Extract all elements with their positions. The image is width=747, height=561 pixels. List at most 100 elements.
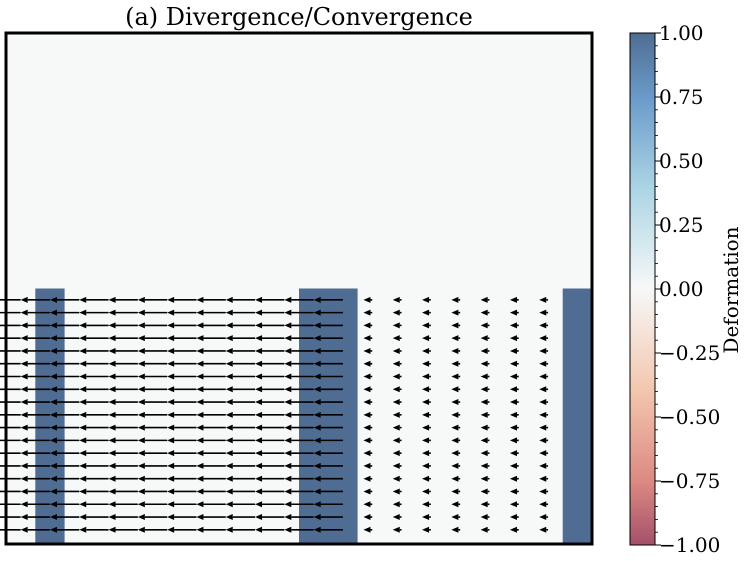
quiver-arrow — [313, 360, 343, 367]
quiver-arrow — [313, 437, 343, 444]
quiver-arrow — [451, 335, 461, 342]
quiver-arrow — [255, 437, 285, 444]
quiver-arrow — [422, 450, 431, 457]
quiver-arrow — [392, 360, 402, 367]
quiver-arrow — [79, 335, 109, 342]
quiver-arrow — [284, 399, 314, 406]
quiver-arrow — [167, 399, 197, 406]
quiver-arrow — [480, 450, 490, 457]
quiver-arrow — [363, 501, 373, 508]
quiver-arrow — [167, 373, 197, 380]
quiver-arrow — [255, 462, 285, 469]
quiver-arrow — [196, 514, 226, 521]
quiver-arrow — [167, 462, 197, 469]
quiver-arrow — [392, 335, 402, 342]
quiver-arrow — [509, 322, 519, 329]
quiver-arrow — [0, 503, 21, 506]
colorbar: 1.00 0.75 0.50 0.25 0.00 −0.25 −0.50 −0.75 −1.00… — [629, 21, 743, 557]
quiver-arrow — [196, 450, 226, 457]
quiver-arrow — [167, 386, 197, 393]
quiver-arrow — [167, 437, 197, 444]
quiver-arrow — [539, 526, 549, 533]
quiver-arrow — [509, 347, 519, 354]
quiver-arrow — [108, 475, 138, 482]
quiver-arrow — [49, 437, 80, 444]
quiver-arrow — [79, 322, 109, 329]
quiver-arrow — [167, 411, 197, 418]
quiver-arrow — [108, 437, 138, 444]
quiver-arrow — [255, 526, 285, 533]
quiver-arrow — [20, 488, 50, 495]
quiver-arrow — [225, 488, 256, 495]
quiver-arrow — [137, 296, 168, 303]
quiver-arrow — [20, 411, 50, 418]
quiver-arrow — [363, 488, 373, 495]
quiver-arrow — [20, 309, 50, 316]
quiver-arrow — [196, 411, 226, 418]
quiver-arrow — [20, 399, 50, 406]
quiver-arrow — [79, 296, 109, 303]
quiver-arrow — [196, 437, 226, 444]
quiver-arrow — [480, 335, 490, 342]
quiver-arrow — [480, 501, 490, 508]
quiver-arrow — [0, 529, 21, 531]
quiver-arrow — [451, 526, 461, 533]
quiver-arrow — [509, 309, 519, 316]
quiver-arrow — [313, 450, 343, 457]
quiver-arrow — [451, 488, 461, 495]
quiver-arrow — [108, 386, 138, 393]
quiver-arrow — [284, 296, 314, 303]
quiver-arrow — [313, 373, 343, 380]
quiver-arrow — [255, 501, 285, 508]
quiver-arrow — [108, 373, 138, 380]
quiver-arrow — [451, 347, 461, 354]
quiver-arrow — [422, 386, 431, 393]
quiver-arrow — [137, 450, 168, 457]
quiver-arrow — [363, 424, 373, 431]
quiver-arrow — [196, 296, 226, 303]
quiver-arrow — [0, 465, 21, 467]
quiver-arrow — [313, 411, 343, 418]
quiver-arrow — [539, 488, 549, 495]
quiver-arrow — [255, 450, 285, 457]
quiver-arrow — [137, 424, 168, 431]
quiver-arrow — [196, 335, 226, 342]
colorbar-tick-label: −0.50 — [659, 405, 720, 429]
quiver-arrow — [422, 462, 431, 469]
quiver-arrow — [0, 337, 21, 339]
deformation-region-2 — [299, 288, 358, 544]
colorbar-tick-label: 0.00 — [659, 277, 704, 301]
quiver-arrow — [509, 501, 519, 508]
quiver-arrow — [108, 488, 138, 495]
quiver-arrow — [137, 475, 168, 482]
quiver-arrow — [451, 386, 461, 393]
quiver-arrow — [255, 335, 285, 342]
quiver-arrow — [167, 296, 197, 303]
quiver-arrow — [392, 475, 402, 482]
quiver-arrow — [392, 514, 402, 521]
quiver-arrow — [422, 360, 431, 367]
quiver-arrow — [480, 514, 490, 521]
quiver-arrow — [284, 501, 314, 508]
quiver-arrow — [451, 475, 461, 482]
quiver-arrow — [422, 309, 431, 316]
quiver-arrow — [20, 373, 50, 380]
quiver-arrow — [451, 373, 461, 380]
quiver-arrow — [0, 401, 21, 403]
quiver-arrow — [225, 475, 256, 482]
quiver-arrow — [480, 386, 490, 393]
quiver-arrow — [137, 399, 168, 406]
quiver-arrow — [79, 360, 109, 367]
quiver-arrow — [539, 475, 549, 482]
quiver-arrow — [49, 386, 80, 393]
quiver-arrow — [539, 411, 549, 418]
quiver-arrow — [137, 488, 168, 495]
quiver-arrow — [284, 347, 314, 354]
quiver-arrow — [167, 347, 197, 354]
quiver-arrow — [392, 399, 402, 406]
quiver-arrow — [363, 462, 373, 469]
quiver-arrow — [196, 475, 226, 482]
colorbar-gradient — [629, 32, 656, 546]
quiver-arrow — [108, 501, 138, 508]
quiver-arrow — [0, 299, 21, 301]
